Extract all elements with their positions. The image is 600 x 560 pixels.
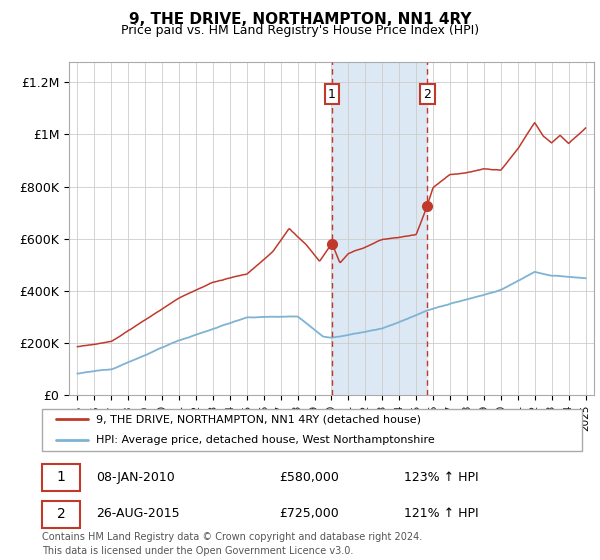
Text: 08-JAN-2010: 08-JAN-2010 bbox=[96, 471, 175, 484]
Text: Contains HM Land Registry data © Crown copyright and database right 2024.: Contains HM Land Registry data © Crown c… bbox=[42, 532, 422, 542]
Text: 2: 2 bbox=[56, 507, 65, 521]
FancyBboxPatch shape bbox=[42, 501, 80, 528]
Text: 2: 2 bbox=[423, 87, 431, 101]
FancyBboxPatch shape bbox=[42, 464, 80, 491]
Text: HPI: Average price, detached house, West Northamptonshire: HPI: Average price, detached house, West… bbox=[96, 435, 435, 445]
Text: 1: 1 bbox=[328, 87, 336, 101]
Text: 9, THE DRIVE, NORTHAMPTON, NN1 4RY (detached house): 9, THE DRIVE, NORTHAMPTON, NN1 4RY (deta… bbox=[96, 414, 421, 424]
Text: This data is licensed under the Open Government Licence v3.0.: This data is licensed under the Open Gov… bbox=[42, 546, 353, 556]
Text: 26-AUG-2015: 26-AUG-2015 bbox=[96, 507, 179, 520]
Text: 123% ↑ HPI: 123% ↑ HPI bbox=[404, 471, 478, 484]
Text: 9, THE DRIVE, NORTHAMPTON, NN1 4RY: 9, THE DRIVE, NORTHAMPTON, NN1 4RY bbox=[129, 12, 471, 27]
Text: 1: 1 bbox=[56, 470, 65, 484]
Text: Price paid vs. HM Land Registry's House Price Index (HPI): Price paid vs. HM Land Registry's House … bbox=[121, 24, 479, 37]
Text: 121% ↑ HPI: 121% ↑ HPI bbox=[404, 507, 478, 520]
FancyBboxPatch shape bbox=[42, 409, 582, 451]
Text: £580,000: £580,000 bbox=[280, 471, 340, 484]
Bar bbox=[332, 62, 427, 395]
Text: £725,000: £725,000 bbox=[280, 507, 340, 520]
